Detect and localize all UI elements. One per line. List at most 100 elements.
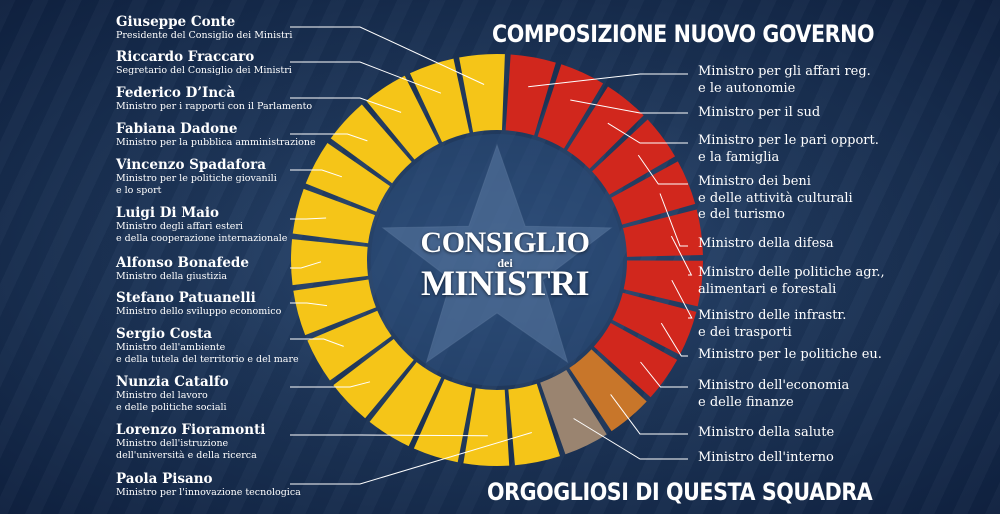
member-role: Ministro degli affari esteri e della coo… [116, 221, 288, 244]
leader-line-right-2 [570, 99, 688, 114]
segment-yellow-11 [330, 104, 412, 184]
member-role: Segretario del Consiglio dei Ministri [116, 65, 292, 76]
member-conte: Giuseppe Conte Presidente del Consiglio … [116, 14, 356, 42]
ministry-politiche-europee: Ministro per le politiche eu. [698, 347, 882, 362]
ministry-infrastrutture: Ministro delle infrastr. e dei trasporti [698, 308, 847, 340]
center-title-dei: dei [497, 256, 513, 270]
ministry-politiche-agricole: Ministro delle politiche agr., alimentar… [698, 265, 885, 297]
segment-red-6 [623, 209, 703, 257]
heading-composition: COMPOSIZIONE NUOVO GOVERNO [492, 20, 875, 48]
leader-line-right-9 [640, 361, 688, 388]
member-name: Nunzia Catalfo [116, 374, 229, 390]
member-bonafede: Alfonso Bonafede Ministro della giustizi… [116, 255, 356, 283]
member-pisano: Paola Pisano Ministro per l'innovazione … [116, 471, 356, 499]
segment-yellow-4 [369, 362, 442, 447]
segment-yellow-2 [463, 388, 510, 466]
ministry-beni-culturali: Ministro dei beni e delle attività cultu… [698, 174, 853, 222]
leader-line-left-7 [290, 261, 322, 269]
leader-line-right-7 [671, 279, 693, 319]
member-name: Alfonso Bonafede [116, 255, 249, 271]
member-name: Sergio Costa [116, 326, 213, 342]
segment-yellow-12 [366, 75, 439, 160]
segment-yellow-5 [333, 338, 414, 419]
leader-line-left-3 [290, 97, 402, 113]
member-fraccaro: Riccardo Fraccaro Segretario del Consigl… [116, 49, 356, 77]
segment-yellow-8 [290, 239, 368, 286]
ministry-economia: Ministro dell'economia e delle finanze [698, 378, 850, 410]
segment-yellow-9 [292, 188, 375, 244]
segment-orange [569, 349, 647, 432]
leader-line-right-8 [660, 322, 688, 357]
member-name: Lorenzo Fioramonti [116, 422, 266, 438]
segment-red-7 [623, 260, 703, 307]
member-role: Ministro dell'istruzione dell'università… [116, 438, 257, 461]
segment-yellow-7 [293, 279, 376, 336]
leader-line-right-11 [573, 418, 688, 460]
member-name: Stefano Patuanelli [116, 290, 256, 306]
member-role: Ministro per le politiche giovanili e lo… [116, 173, 277, 196]
leader-line-right-4 [637, 154, 688, 185]
member-role: Ministro della giustizia [116, 271, 228, 282]
ministry-affari-regionali: Ministro per gli affari reg. e le autono… [698, 64, 871, 96]
member-name: Luigi Di Maio [116, 205, 220, 221]
member-costa: Sergio Costa Ministro dell'ambiente e de… [116, 326, 356, 366]
leader-line-left-4 [290, 133, 368, 142]
member-name: Fabiana Dadone [116, 121, 238, 137]
segment-red-9 [593, 323, 678, 398]
member-role: Ministro per la pubblica amministrazione [116, 137, 316, 148]
leader-line-left-10 [290, 381, 371, 388]
leader-line-right-5 [659, 193, 688, 247]
segment-red-3 [567, 86, 644, 169]
leader-line-left-1 [290, 26, 485, 85]
member-fioramonti: Lorenzo Fioramonti Ministro dell'istruzi… [116, 422, 356, 462]
star-emblem [381, 143, 613, 364]
leader-line-left-12 [290, 432, 532, 485]
leader-line-left-6 [290, 217, 327, 220]
member-di-maio: Luigi Di Maio Ministro degli affari este… [116, 205, 356, 245]
segment-yellow-1 [508, 383, 560, 466]
segment-yellow-3 [413, 378, 473, 463]
member-name: Federico D’Incà [116, 85, 236, 101]
member-spadafora: Vincenzo Spadafora Ministro per le polit… [116, 157, 356, 197]
segment-red-2 [537, 64, 604, 149]
segment-red-8 [612, 292, 697, 355]
segment-red-5 [611, 161, 696, 225]
ministry-pari-opportunita: Ministro per le pari opport. e la famigl… [698, 133, 879, 165]
leader-line-left-2 [290, 61, 442, 94]
ministry-sud: Ministro per il sud [698, 105, 821, 120]
leader-line-right-10 [610, 394, 688, 435]
leader-line-right-6 [670, 235, 693, 276]
segment-yellow-14 [459, 54, 505, 133]
member-role: Ministro dell'ambiente e della tutela de… [116, 342, 299, 365]
segment-red-4 [592, 119, 676, 195]
ministry-interno: Ministro dell'interno [698, 450, 834, 465]
segment-yellow-10 [305, 143, 390, 212]
leader-line-right-1 [528, 73, 688, 88]
segment-yellow-6 [307, 310, 392, 381]
segment-red-1 [505, 54, 556, 136]
leader-line-left-9 [290, 338, 344, 347]
member-name: Riccardo Fraccaro [116, 49, 255, 65]
ministry-salute: Ministro della salute [698, 425, 835, 440]
member-name: Paola Pisano [116, 471, 213, 487]
ministry-difesa: Ministro della difesa [698, 236, 834, 251]
member-role: Ministro per l'innovazione tecnologica [116, 487, 301, 498]
leader-line-right-3 [607, 122, 688, 144]
leader-line-left-5 [290, 169, 343, 178]
leader-line-left-11 [290, 434, 488, 437]
member-role: Ministro per i rapporti con il Parlament… [116, 101, 313, 112]
center-title-ministri: MINISTRI [420, 263, 590, 303]
segment-taupe [540, 370, 607, 455]
member-role: Presidente del Consiglio dei Ministri [116, 30, 293, 41]
center-title-consiglio: CONSIGLIO [420, 226, 590, 259]
member-dadone: Fabiana Dadone Ministro per la pubblica … [116, 121, 356, 149]
member-dinca: Federico D’Incà Ministro per i rapporti … [116, 85, 356, 113]
member-patuanelli: Stefano Patuanelli Ministro dello svilup… [116, 290, 356, 318]
member-catalfo: Nunzia Catalfo Ministro del lavoro e del… [116, 374, 356, 414]
member-name: Giuseppe Conte [116, 14, 236, 30]
member-role: Ministro dello sviluppo economico [116, 306, 282, 317]
leader-line-left-8 [290, 302, 328, 307]
segment-yellow-13 [409, 58, 470, 143]
member-role: Ministro del lavoro e delle politiche so… [116, 390, 227, 413]
